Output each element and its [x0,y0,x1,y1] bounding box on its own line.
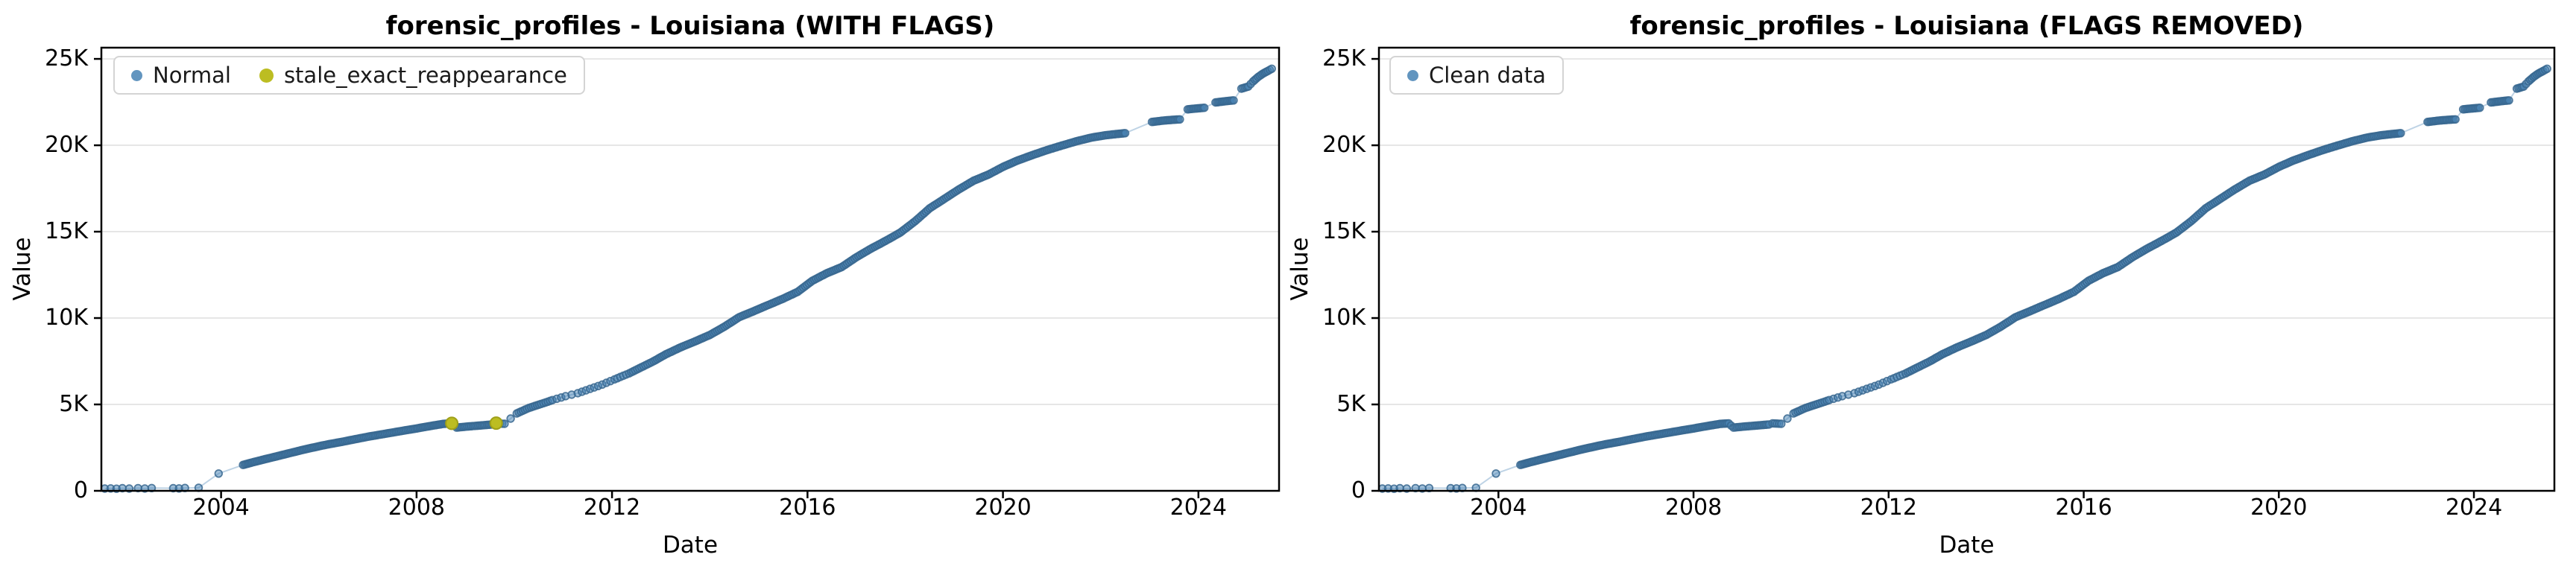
scatter-series [1377,64,2551,493]
y-tick-label: 20K [45,132,88,159]
x-tick-label: 2004 [192,495,250,521]
x-tick-label: 2024 [2445,495,2503,521]
legend-label: Normal [153,63,231,88]
legend-entry-normal: Normal [131,63,231,88]
normal-point-icon [131,69,142,81]
x-tick-label: 2020 [2250,495,2308,521]
scatter-point [506,414,515,423]
axes-frame [94,46,1281,498]
x-tick-label: 2012 [1860,495,1917,521]
y-tick-label: 5K [1336,391,1366,418]
scatter-point [2504,96,2513,105]
scatter-point [214,469,224,478]
series-line [1382,68,2548,490]
left-y-axis-label: Value [9,237,36,301]
x-tick-label: 2008 [388,495,446,521]
scatter-point [1229,96,1238,105]
scatter-point [2451,115,2460,124]
x-tick-label: 2020 [974,495,1032,521]
axes-frame [1371,46,2556,498]
y-tick-label: 25K [1322,45,1366,72]
scatter-point [1267,64,1276,74]
legend-label: stale_exact_reappearance [283,63,567,88]
x-tick-label: 2016 [779,495,836,521]
x-tick-label: 2008 [1664,495,1723,521]
legend-entry-clean: Clean data [1407,63,1546,88]
scatter-point [2475,103,2484,112]
flag-point-icon [259,68,274,83]
left-legend: Normal stale_exact_reappearance [113,56,585,95]
y-tick-label: 0 [1351,477,1366,503]
normal-point-icon [1407,69,1418,81]
x-tick-label: 2024 [1169,495,1227,521]
y-tick-label: 25K [45,45,88,72]
scatter-point [2542,64,2551,74]
right-chart-title: forensic_profiles - Louisiana (FLAGS REM… [1629,11,2304,41]
y-tick-label: 10K [45,305,88,331]
legend-label: Clean data [1429,63,1546,88]
y-tick-label: 5K [59,391,88,418]
x-tick-label: 2004 [1470,495,1527,521]
series-line [104,68,1272,490]
x-tick-label: 2016 [2055,495,2112,521]
panel-left [94,46,1281,498]
right-legend: Clean data [1389,56,1564,95]
scatter-point [1783,414,1792,423]
y-tick-label: 10K [1322,305,1366,331]
gridlines [1379,58,2554,406]
gridlines [101,58,1279,406]
flagged-points [445,416,503,430]
scatter-point [1175,115,1184,124]
flagged-point [445,416,459,430]
right-y-axis-label: Value [1287,237,1313,301]
y-tick-label: 15K [45,218,88,245]
y-tick-label: 0 [73,477,88,503]
scatter-point [2396,129,2405,138]
y-tick-label: 15K [1322,218,1366,245]
scatter-point [1777,419,1786,428]
right-x-axis-label: Date [1939,532,1995,559]
scatter-series [100,64,1276,493]
x-tick-label: 2012 [583,495,641,521]
scatter-point [1120,129,1130,138]
scatter-point [1491,469,1500,478]
panel-right [1371,46,2556,498]
scatter-point [1199,103,1209,112]
y-tick-label: 20K [1322,132,1366,159]
left-x-axis-label: Date [662,532,719,559]
legend-entry-flag: stale_exact_reappearance [259,63,567,88]
flagged-point [489,416,503,430]
left-chart-title: forensic_profiles - Louisiana (WITH FLAG… [385,11,995,41]
